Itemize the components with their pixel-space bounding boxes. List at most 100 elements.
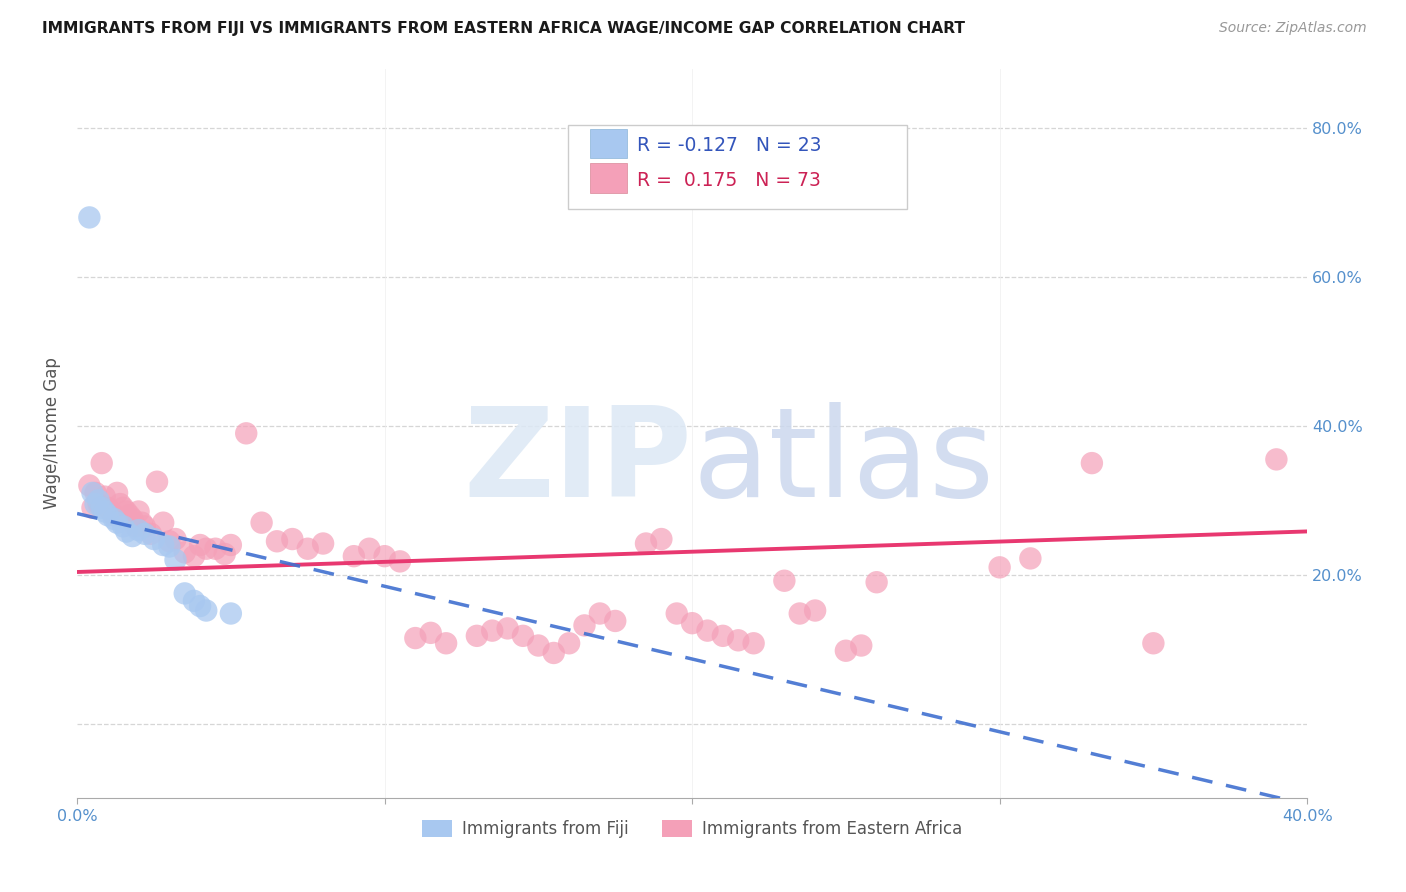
Point — [312, 536, 335, 550]
Point — [121, 512, 143, 526]
Point — [157, 540, 180, 554]
Point — [100, 504, 122, 518]
Point — [143, 532, 166, 546]
Point — [84, 486, 107, 500]
Point — [115, 504, 138, 518]
Point — [804, 603, 827, 617]
Point — [134, 519, 156, 533]
Point — [1142, 636, 1164, 650]
Point — [112, 519, 135, 533]
Point — [131, 516, 153, 530]
Point — [527, 639, 550, 653]
Point — [157, 534, 180, 549]
Point — [1019, 551, 1042, 566]
Point — [165, 553, 187, 567]
Point — [988, 560, 1011, 574]
Point — [195, 541, 218, 556]
Point — [481, 624, 503, 638]
Point — [173, 545, 195, 559]
Point — [696, 624, 718, 638]
Point — [1081, 456, 1104, 470]
Point — [650, 532, 672, 546]
Point — [108, 497, 131, 511]
Point — [90, 456, 112, 470]
Text: atlas: atlas — [692, 402, 994, 523]
Point — [512, 629, 534, 643]
Text: ZIP: ZIP — [464, 402, 692, 523]
Point — [124, 519, 146, 533]
Point — [742, 636, 765, 650]
Point — [195, 603, 218, 617]
Point — [219, 538, 242, 552]
Point — [266, 534, 288, 549]
Point — [773, 574, 796, 588]
Point — [574, 618, 596, 632]
FancyBboxPatch shape — [591, 129, 627, 158]
Point — [789, 607, 811, 621]
Point — [183, 594, 205, 608]
Point — [105, 486, 128, 500]
Point — [121, 529, 143, 543]
Point — [139, 526, 162, 541]
Text: IMMIGRANTS FROM FIJI VS IMMIGRANTS FROM EASTERN AFRICA WAGE/INCOME GAP CORRELATI: IMMIGRANTS FROM FIJI VS IMMIGRANTS FROM … — [42, 21, 965, 37]
Point — [79, 211, 101, 225]
Point — [103, 508, 125, 523]
Point — [112, 500, 135, 515]
Point — [681, 616, 703, 631]
Point — [128, 523, 150, 537]
Point — [250, 516, 273, 530]
Point — [543, 646, 565, 660]
Text: R = -0.127   N = 23: R = -0.127 N = 23 — [637, 136, 821, 154]
Point — [297, 541, 319, 556]
Point — [146, 475, 169, 489]
Point — [188, 599, 211, 613]
Point — [183, 549, 205, 564]
Point — [152, 538, 174, 552]
Point — [727, 633, 749, 648]
Point — [851, 639, 873, 653]
Point — [173, 586, 195, 600]
Point — [589, 607, 612, 621]
Point — [359, 541, 381, 556]
Point — [214, 547, 236, 561]
Point — [665, 607, 688, 621]
Point — [281, 532, 304, 546]
Point — [865, 575, 887, 590]
Point — [605, 614, 627, 628]
Point — [87, 493, 110, 508]
Point — [84, 497, 107, 511]
Point — [558, 636, 581, 650]
Point — [711, 629, 734, 643]
Point — [419, 625, 441, 640]
Point — [204, 541, 226, 556]
Point — [374, 549, 396, 564]
Point — [434, 636, 457, 650]
Legend: Immigrants from Fiji, Immigrants from Eastern Africa: Immigrants from Fiji, Immigrants from Ea… — [415, 813, 969, 845]
Point — [118, 508, 141, 523]
Point — [343, 549, 366, 564]
Point — [152, 516, 174, 530]
Point — [115, 524, 138, 539]
Point — [165, 532, 187, 546]
Y-axis label: Wage/Income Gap: Wage/Income Gap — [44, 358, 60, 509]
Point — [219, 607, 242, 621]
Point — [634, 536, 657, 550]
Point — [134, 526, 156, 541]
Point — [94, 504, 117, 518]
Point — [87, 497, 110, 511]
Point — [496, 621, 519, 635]
Point — [94, 490, 117, 504]
Point — [465, 629, 488, 643]
Point — [128, 504, 150, 518]
Point — [404, 631, 426, 645]
Point — [82, 500, 104, 515]
Point — [188, 538, 211, 552]
Point — [835, 644, 858, 658]
Point — [103, 512, 125, 526]
Point — [97, 500, 120, 515]
FancyBboxPatch shape — [568, 125, 907, 210]
Point — [82, 486, 104, 500]
FancyBboxPatch shape — [591, 163, 627, 193]
Text: R =  0.175   N = 73: R = 0.175 N = 73 — [637, 170, 821, 190]
Point — [105, 516, 128, 530]
